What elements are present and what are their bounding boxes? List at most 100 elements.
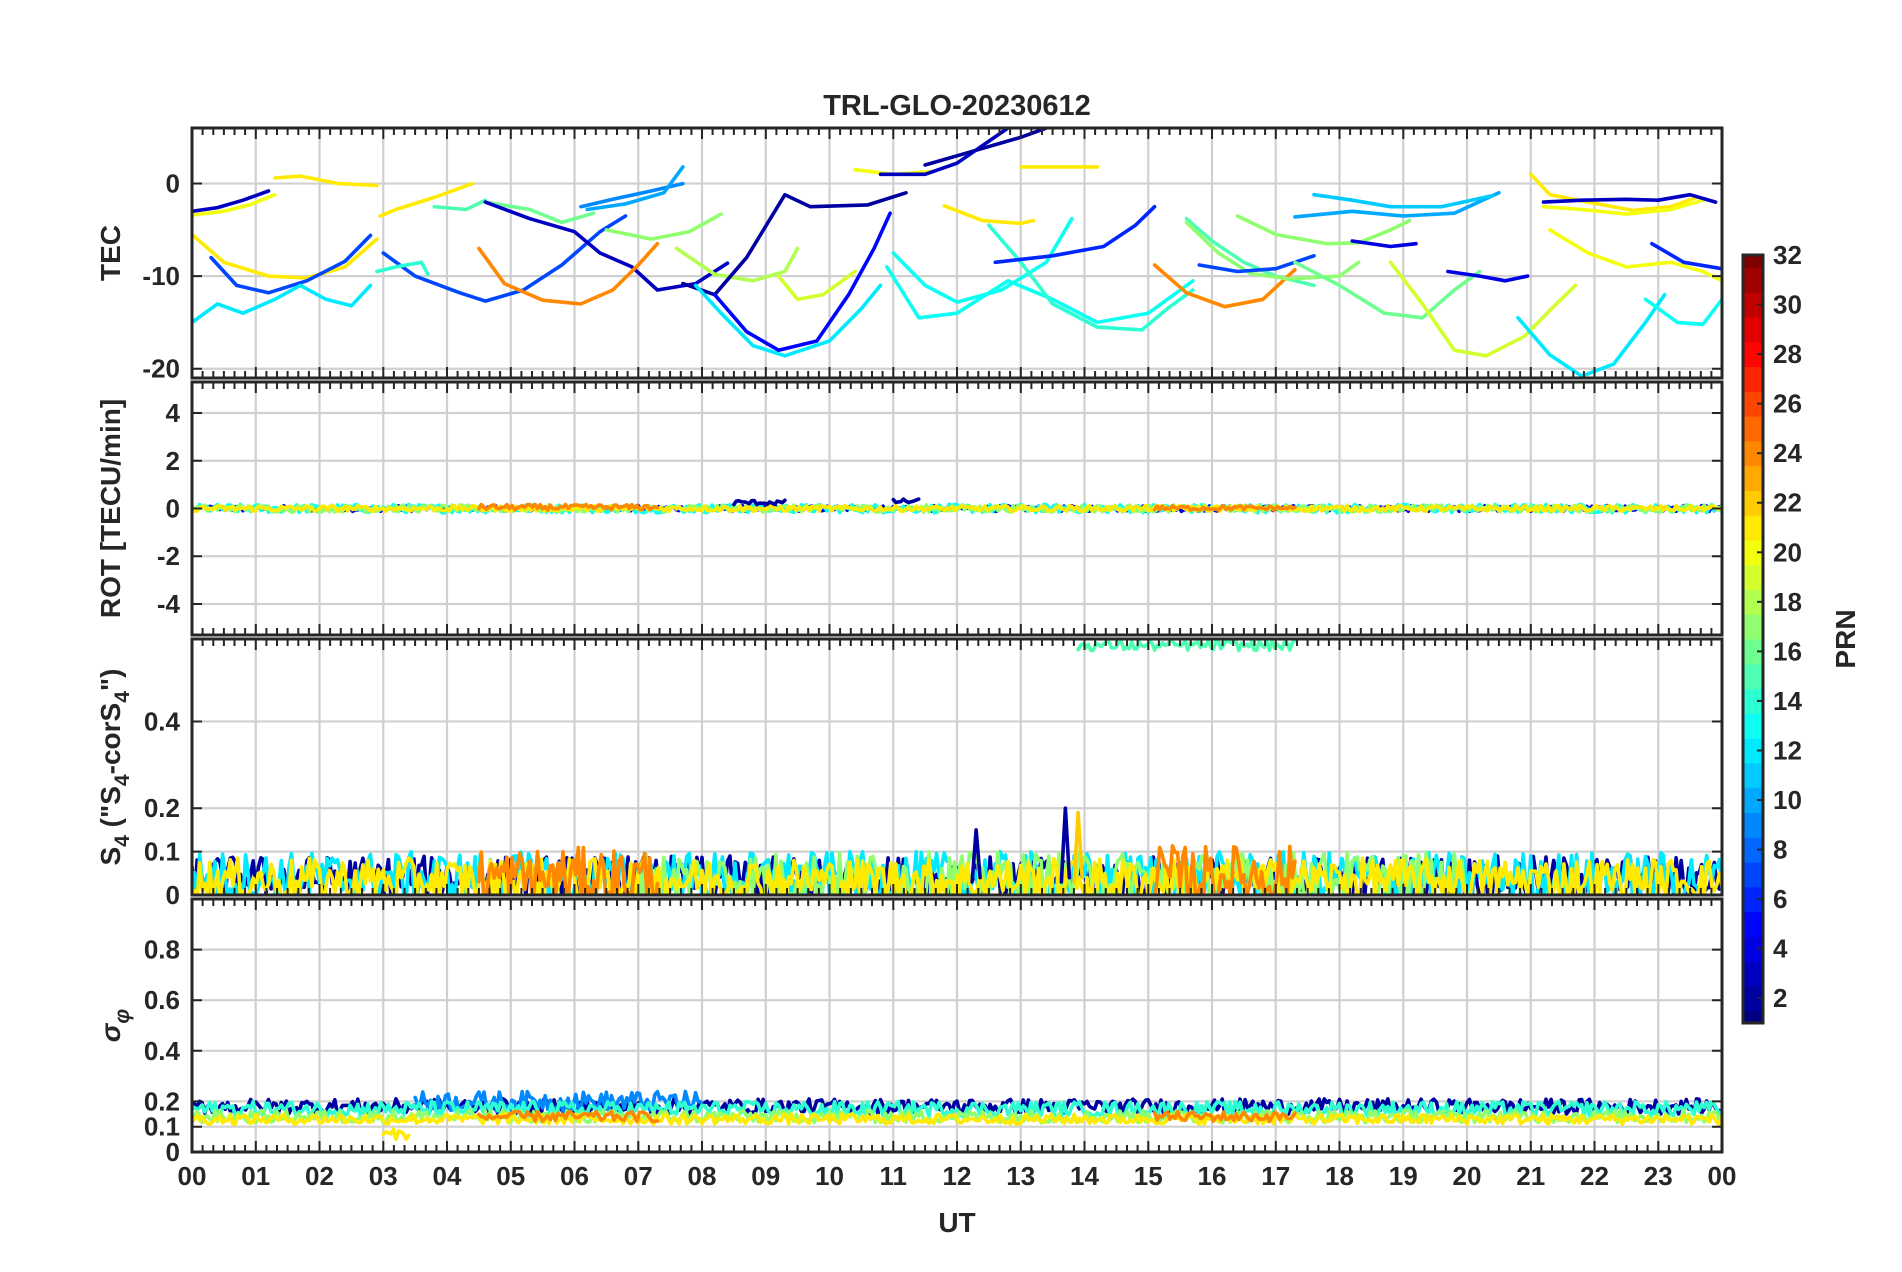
series-line — [891, 216, 1074, 304]
x-tick-label: 23 — [1644, 1161, 1673, 1191]
series-line — [1293, 191, 1501, 219]
series-line — [192, 503, 1722, 514]
colorbar-tick-label: 4 — [1773, 934, 1788, 964]
series-line — [1446, 269, 1530, 283]
series-line — [192, 232, 379, 280]
y-ticks — [192, 720, 1722, 896]
colorbar-cell — [1743, 985, 1763, 1012]
series-line — [192, 189, 271, 214]
colorbar-tick-label: 6 — [1773, 884, 1787, 914]
colorbar-cell — [1743, 837, 1763, 863]
x-tick-label: 10 — [815, 1161, 844, 1191]
series-line — [674, 246, 800, 283]
y-axis-label: σφ — [95, 1009, 134, 1043]
series-line — [1350, 239, 1418, 249]
y-tick-label: 0.4 — [144, 1036, 181, 1066]
y-tick-label: 0.1 — [144, 837, 180, 867]
colorbar-cell — [1743, 539, 1763, 566]
y-tick-label: -2 — [157, 541, 180, 571]
series-line — [891, 497, 921, 505]
panel-tec: -20 -10 0 TEC — [95, 126, 1724, 384]
colorbar-tick-label: 14 — [1773, 686, 1802, 716]
series-line — [1152, 504, 1297, 513]
chart-title: TRL-GLO-20230612 — [823, 90, 1091, 122]
x-tick-label: 00 — [1708, 1161, 1737, 1191]
series-line — [993, 204, 1157, 265]
series-line — [1152, 1109, 1297, 1124]
x-tick-label: 11 — [880, 1161, 908, 1191]
colorbar-frame — [1741, 253, 1765, 1025]
series-line — [477, 1109, 660, 1124]
colorbar-cell — [1743, 416, 1763, 442]
x-tick-label: 09 — [751, 1161, 780, 1191]
colorbar-cell — [1743, 663, 1763, 690]
x-tick-label: 21 — [1516, 1161, 1545, 1191]
colorbar-tick-label: 30 — [1773, 290, 1802, 320]
x-tick-label: 13 — [1006, 1161, 1035, 1191]
colorbar-cell — [1743, 292, 1763, 318]
series-line — [381, 1127, 411, 1142]
series-line — [1650, 241, 1722, 271]
series-line — [273, 174, 379, 188]
series-line — [378, 181, 475, 218]
colorbar-tick-label: 20 — [1773, 537, 1802, 567]
colorbar-cell — [1743, 589, 1763, 615]
series-line — [375, 260, 430, 277]
y-tick-label: 2 — [166, 446, 180, 476]
series-line — [1312, 192, 1495, 209]
series-line — [604, 212, 723, 241]
x-tick-label: 03 — [369, 1161, 398, 1191]
colorbar-tick-label: 10 — [1773, 785, 1802, 815]
colorbar-cell — [1743, 267, 1763, 293]
colorbar-cell — [1743, 465, 1763, 491]
colorbar-cell — [1743, 713, 1763, 739]
series-line — [432, 198, 488, 212]
colorbar-tick-label: 12 — [1773, 735, 1802, 765]
x-tick-label: 15 — [1134, 1161, 1163, 1191]
colorbar-cell — [1743, 366, 1763, 392]
series-line — [693, 283, 883, 358]
x-tick-label: 02 — [305, 1161, 334, 1191]
colorbar-cell — [1743, 812, 1763, 838]
y-tick-label: 0.8 — [144, 935, 180, 965]
series-line — [477, 502, 660, 512]
series-line — [1643, 297, 1722, 327]
colorbar-cell — [1743, 515, 1763, 541]
series-line — [1293, 260, 1482, 320]
x-tick-label: 04 — [433, 1161, 462, 1191]
series-line — [483, 200, 596, 225]
y-tick-label: 0.4 — [144, 706, 181, 736]
y-tick-label: 0.6 — [144, 985, 180, 1015]
colorbar-cell — [1743, 762, 1763, 789]
series-line — [1541, 198, 1705, 216]
x-tick-label: 05 — [496, 1161, 525, 1191]
colorbar-cell — [1743, 490, 1763, 516]
colorbar-cell — [1743, 911, 1763, 937]
series-line — [477, 241, 660, 306]
colorbar-tick-label: 24 — [1773, 438, 1802, 468]
y-tick-label: -4 — [157, 589, 181, 619]
x-ticks — [191, 899, 1723, 1152]
x-tick-label: 07 — [624, 1161, 653, 1191]
series-line — [987, 223, 1195, 332]
y-tick-label: 0.1 — [144, 1112, 180, 1142]
series-line — [1184, 220, 1361, 281]
colorbar-cell — [1743, 936, 1763, 962]
colorbar-tick-label: 28 — [1773, 339, 1802, 369]
colorbar-cell — [1743, 391, 1763, 417]
colorbar-cell — [1743, 861, 1763, 888]
colorbar-cell — [1743, 639, 1763, 665]
y-tick-label: 0 — [166, 494, 180, 524]
series-peak — [1059, 806, 1072, 884]
series-line — [1516, 292, 1667, 378]
series-line — [1076, 639, 1297, 653]
series-line — [585, 165, 685, 212]
colorbar-cell — [1743, 961, 1763, 987]
series-line — [732, 498, 787, 507]
series-peak — [1072, 810, 1084, 884]
y-axis-label: ROT [TECU/min] — [95, 399, 126, 618]
series-line — [192, 856, 1722, 895]
